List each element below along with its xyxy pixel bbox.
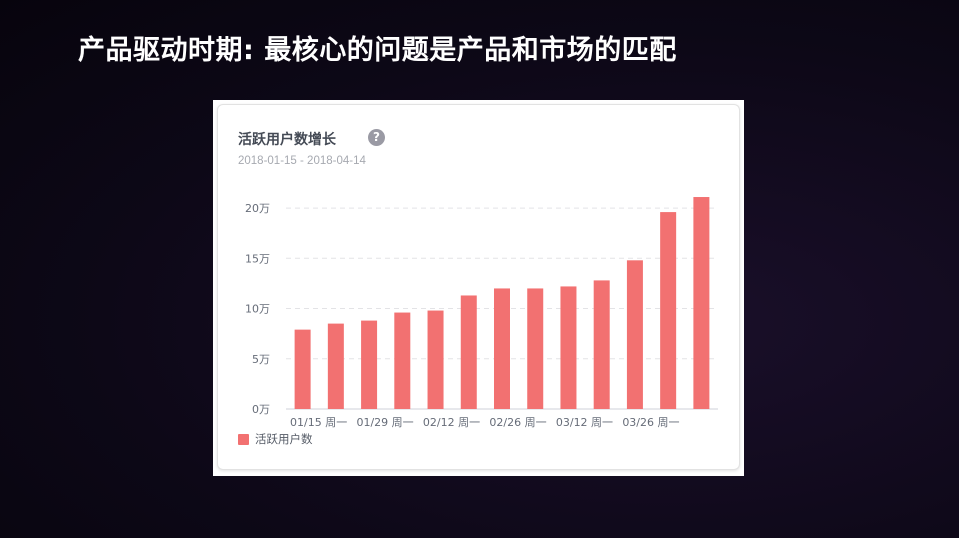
legend-label: 活跃用户数 — [255, 432, 313, 446]
legend-swatch — [238, 433, 249, 445]
y-tick-label: 5万 — [252, 353, 270, 366]
x-tick-label: 01/15 周一 — [290, 416, 347, 429]
bar[interactable] — [660, 212, 677, 409]
bar[interactable] — [527, 288, 544, 409]
question-circle-icon[interactable]: ? — [368, 129, 385, 146]
slide-title: 产品驱动时期: 最核心的问题是产品和市场的匹配 — [78, 35, 677, 66]
x-tick-label: 02/26 周一 — [489, 416, 546, 429]
bar[interactable] — [460, 295, 477, 409]
date-range: 2018-01-15 - 2018-04-14 — [238, 155, 366, 167]
x-tick-label: 01/29 周一 — [356, 416, 413, 429]
y-tick-label: 15万 — [245, 252, 270, 265]
bar[interactable] — [626, 260, 643, 409]
y-tick-label: 10万 — [245, 303, 270, 316]
bar[interactable] — [693, 197, 710, 409]
chart-panel: 活跃用户数增长 ? 2018-01-15 - 2018-04-14 0万 5万 10… — [213, 100, 744, 476]
chart-title: 活跃用户数增长 — [238, 132, 336, 148]
bar[interactable] — [427, 310, 444, 409]
x-tick-label: 02/12 周一 — [423, 416, 480, 429]
bar[interactable] — [327, 323, 344, 409]
bar-chart: 0万 5万 10万 15万 20万 01/15 周一 01/29 周一 02/12 周一 02/… — [245, 197, 718, 429]
bar[interactable] — [394, 312, 411, 409]
y-tick-label: 0万 — [252, 403, 270, 416]
bar[interactable] — [494, 288, 510, 409]
chart-card: 活跃用户数增长 ? 2018-01-15 - 2018-04-14 0万 5万 10… — [217, 104, 740, 470]
bar[interactable] — [593, 280, 610, 409]
bar[interactable] — [560, 286, 577, 409]
x-tick-label: 03/26 周一 — [622, 416, 679, 429]
y-tick-label: 20万 — [245, 202, 270, 215]
legend[interactable]: 活跃用户数 — [238, 431, 313, 447]
bar[interactable] — [361, 320, 378, 409]
x-tick-label: 03/12 周一 — [556, 416, 613, 429]
bar[interactable] — [294, 329, 311, 409]
